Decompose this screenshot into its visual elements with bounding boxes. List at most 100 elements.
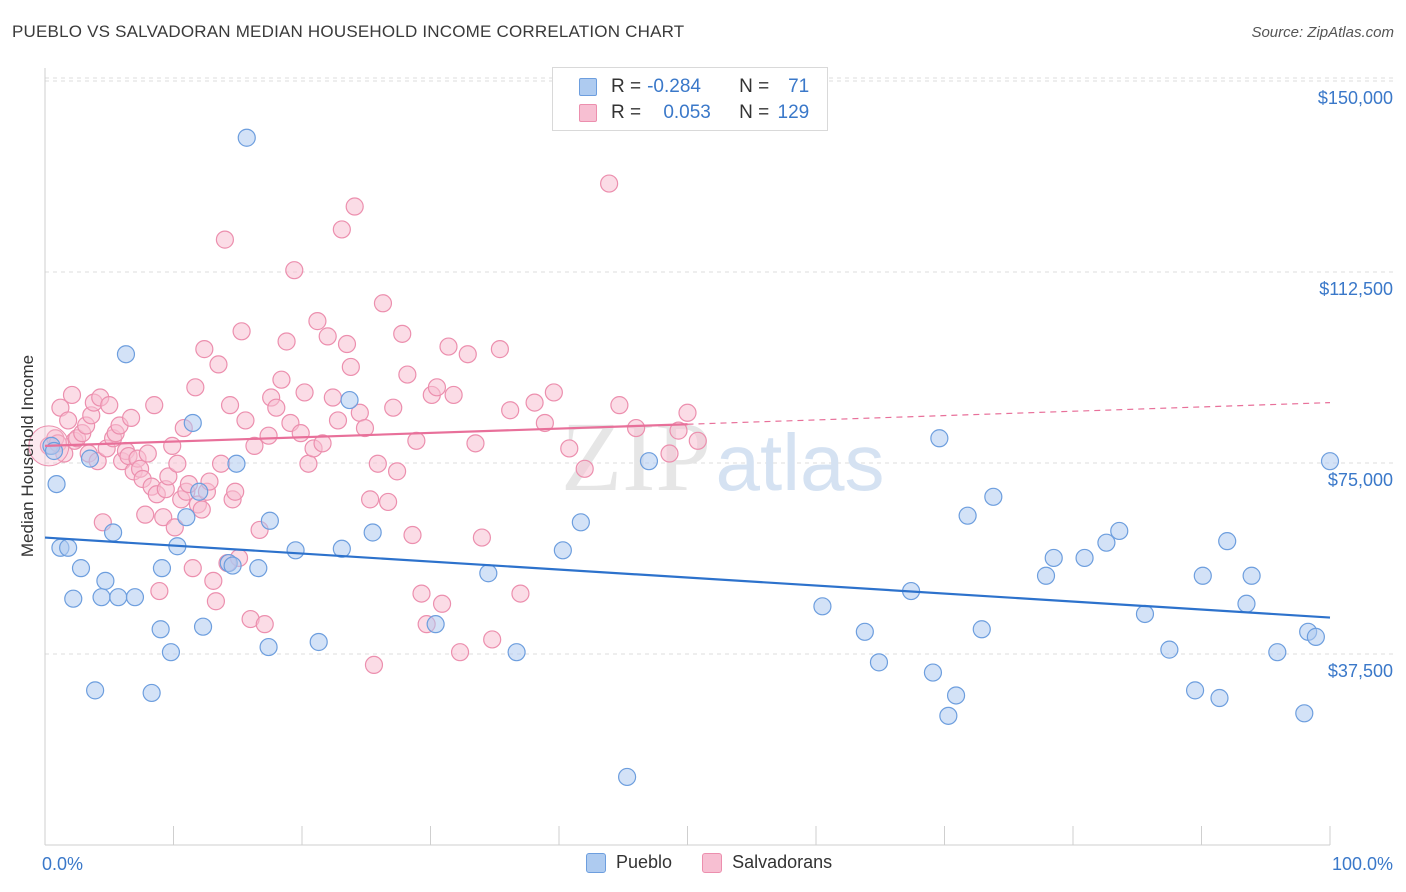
salvadorans-point: [384, 398, 403, 417]
salvadorans-point: [206, 592, 226, 611]
salvadorans-point: [490, 340, 509, 359]
salvadorans-point: [387, 462, 407, 481]
pueblo-point: [1160, 640, 1179, 659]
salvadorans-point: [277, 332, 296, 351]
r-value: 0.053: [663, 102, 711, 123]
n-label: N =: [739, 102, 770, 123]
pueblo-point: [639, 452, 659, 471]
pueblo-point: [227, 454, 246, 473]
salvadorans-point: [444, 385, 463, 405]
salvadorans-point: [220, 396, 240, 415]
series-legend: Pueblo Salvadorans: [586, 852, 862, 873]
pueblo-point: [71, 559, 91, 578]
salvadorans-point: [136, 505, 155, 524]
pueblo-point: [1237, 594, 1256, 613]
salvadorans-point: [412, 584, 431, 603]
y-tick-label: $112,500: [1319, 279, 1393, 299]
pueblo-point: [1210, 688, 1229, 708]
stats-legend: R = -0.284 N = 71 R = 0.053 N = 129: [552, 67, 828, 131]
pueblo-point: [984, 487, 1003, 506]
salvadorans-point: [458, 345, 477, 364]
pueblo-point: [249, 559, 268, 578]
salvadorans-point: [232, 322, 251, 341]
salvadorans-point: [626, 418, 646, 438]
salvadorans-point: [121, 408, 141, 427]
salvadorans-point: [150, 581, 169, 601]
salvadorans-point: [341, 357, 360, 377]
salvadorans-point: [154, 508, 173, 527]
pueblo-point: [1135, 604, 1155, 624]
stats-row-pueblo: R = -0.284 N = 71: [579, 75, 809, 99]
pueblo-point: [363, 523, 382, 542]
pueblo-point: [286, 541, 305, 560]
salvadorans-point: [168, 454, 187, 473]
pueblo-point: [1110, 521, 1129, 541]
salvadorans-point: [355, 418, 375, 438]
pueblo-point: [1075, 548, 1094, 568]
pueblo-point: [571, 513, 590, 532]
salvadorans-point: [145, 396, 164, 415]
salvadorans-point: [163, 436, 182, 455]
salvadorans-point: [226, 482, 245, 501]
salvadorans-point: [560, 439, 579, 458]
trend-lines: [44, 402, 1331, 619]
pueblo-point: [142, 683, 161, 703]
salvadorans-legend-swatch: [702, 852, 723, 873]
pueblo-point: [259, 637, 278, 657]
pueblo-point: [1218, 532, 1237, 551]
salvadorans-point: [373, 294, 393, 313]
salvadorans-point: [291, 424, 310, 443]
salvadorans-point: [337, 334, 357, 354]
salvadorans-point: [299, 454, 318, 473]
pueblo-point: [309, 632, 328, 652]
pueblo-point: [618, 767, 637, 787]
stats-row-salvadorans: R = 0.053 N = 129: [579, 101, 809, 125]
salvadorans-point: [267, 398, 286, 417]
legend-item-pueblo[interactable]: Pueblo: [586, 852, 672, 873]
salvadorans-point: [272, 370, 291, 389]
pueblo-point: [507, 643, 526, 662]
y-tick-label: $37,500: [1328, 661, 1393, 681]
pueblo-point: [151, 620, 170, 639]
salvadorans-trend-extension: [687, 402, 1331, 425]
pueblo-point: [972, 620, 991, 639]
pueblo-point: [553, 541, 572, 560]
legend-item-salvadorans[interactable]: Salvadorans: [702, 852, 832, 873]
pueblo-swatch: [579, 78, 597, 96]
pueblo-point: [64, 589, 83, 608]
pueblo-point: [426, 615, 445, 634]
pueblo-point: [80, 449, 100, 468]
salvadorans-point: [678, 403, 697, 422]
salvadorans-point: [544, 383, 563, 402]
y-axis-label: Median Household Income: [18, 354, 37, 558]
salvadorans-point: [439, 337, 458, 356]
salvadorans-point: [323, 388, 342, 407]
source-attribution: Source: ZipAtlas.com: [1251, 24, 1394, 41]
salvadorans-point: [472, 528, 491, 547]
salvadorans-point: [403, 525, 422, 545]
pueblo-point: [946, 686, 966, 705]
pueblo-point: [161, 643, 181, 662]
salvadorans-point: [245, 436, 264, 455]
r-label: R =: [611, 76, 642, 97]
pueblo-point: [1242, 566, 1261, 585]
salvadorans-point: [211, 454, 231, 473]
salvadorans-point: [186, 378, 205, 397]
salvadorans-point: [511, 584, 530, 603]
y-tick-label: $75,000: [1328, 470, 1393, 490]
salvadorans-point: [368, 454, 387, 473]
chart-title: PUEBLO VS SALVADORAN MEDIAN HOUSEHOLD IN…: [12, 22, 685, 41]
n-value: 71: [788, 76, 810, 97]
pueblo-point: [939, 706, 958, 725]
salvadorans-point: [259, 426, 278, 445]
salvadorans-point: [535, 413, 554, 433]
pueblo-point: [1036, 566, 1056, 585]
pueblo-point: [923, 663, 943, 682]
salvadorans-point: [192, 500, 211, 519]
salvadorans-point: [209, 355, 228, 374]
pueblo-point: [1295, 704, 1314, 723]
pueblo-point: [1320, 452, 1340, 471]
salvadorans-point: [378, 492, 398, 512]
pueblo-point: [340, 390, 359, 410]
